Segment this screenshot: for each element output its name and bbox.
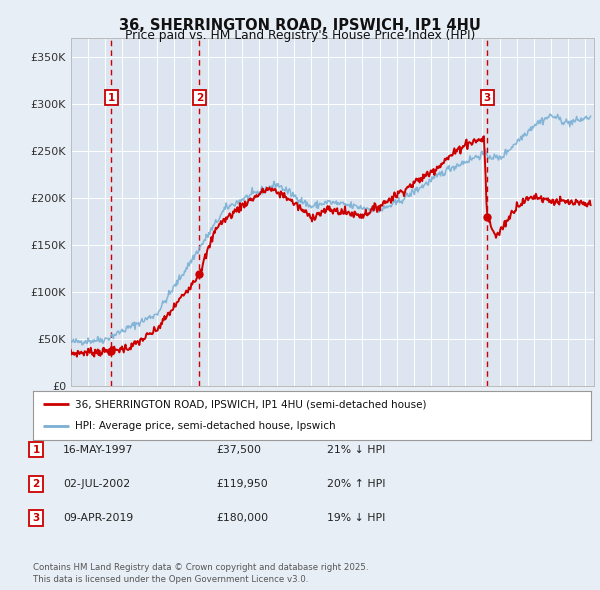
Text: 21% ↓ HPI: 21% ↓ HPI [327, 445, 385, 454]
Text: £119,950: £119,950 [216, 479, 268, 489]
Text: 02-JUL-2002: 02-JUL-2002 [63, 479, 130, 489]
Text: £37,500: £37,500 [216, 445, 261, 454]
Text: £180,000: £180,000 [216, 513, 268, 523]
Text: 36, SHERRINGTON ROAD, IPSWICH, IP1 4HU: 36, SHERRINGTON ROAD, IPSWICH, IP1 4HU [119, 18, 481, 32]
Text: 19% ↓ HPI: 19% ↓ HPI [327, 513, 385, 523]
Text: 2: 2 [32, 479, 40, 489]
Text: HPI: Average price, semi-detached house, Ipswich: HPI: Average price, semi-detached house,… [75, 421, 335, 431]
Text: 1: 1 [108, 93, 115, 103]
Text: 3: 3 [484, 93, 491, 103]
Text: 2: 2 [196, 93, 203, 103]
Text: 16-MAY-1997: 16-MAY-1997 [63, 445, 133, 454]
Text: 3: 3 [32, 513, 40, 523]
Text: 36, SHERRINGTON ROAD, IPSWICH, IP1 4HU (semi-detached house): 36, SHERRINGTON ROAD, IPSWICH, IP1 4HU (… [75, 399, 427, 409]
Text: Price paid vs. HM Land Registry's House Price Index (HPI): Price paid vs. HM Land Registry's House … [125, 30, 475, 42]
Text: 09-APR-2019: 09-APR-2019 [63, 513, 133, 523]
Text: Contains HM Land Registry data © Crown copyright and database right 2025.
This d: Contains HM Land Registry data © Crown c… [33, 563, 368, 584]
Text: 1: 1 [32, 445, 40, 454]
Text: 20% ↑ HPI: 20% ↑ HPI [327, 479, 386, 489]
